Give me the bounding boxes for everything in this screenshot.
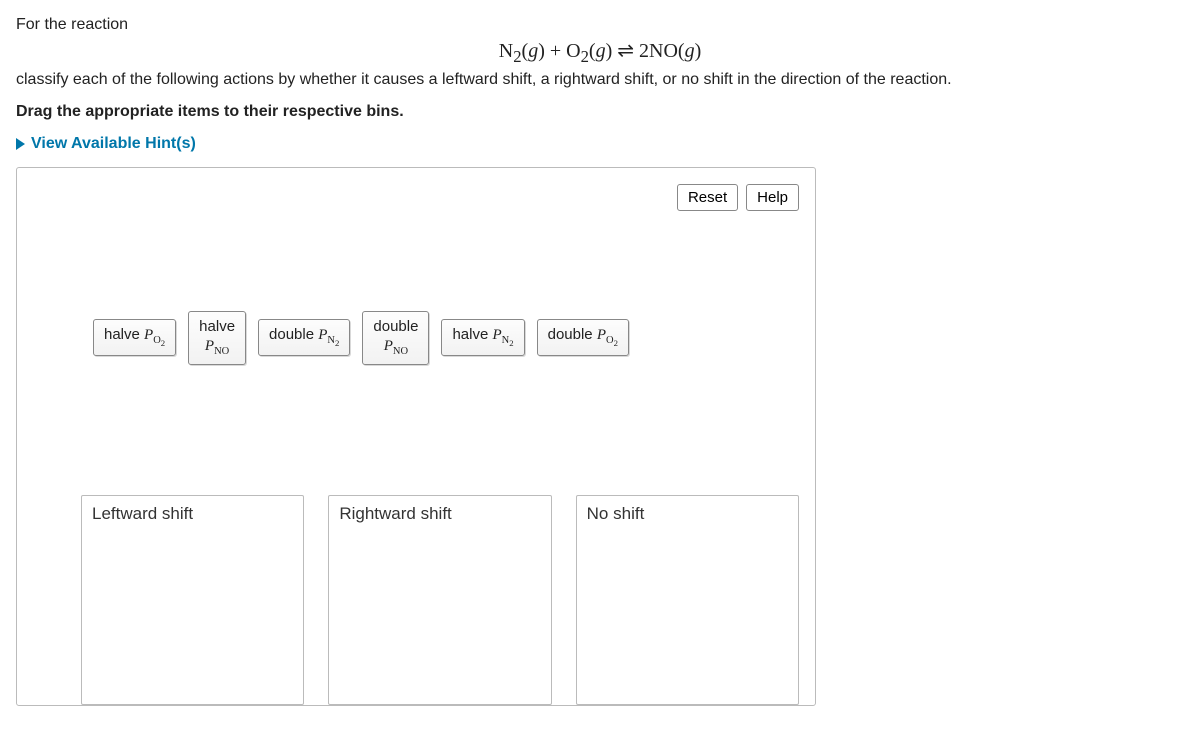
item-halve-po2[interactable]: halve PO2 — [93, 319, 176, 356]
reset-button[interactable]: Reset — [677, 184, 738, 211]
item-halve-pn2[interactable]: halve PN2 — [441, 319, 524, 356]
bin-label-rightward: Rightward shift — [329, 496, 550, 532]
item-halve-pno[interactable]: halvePNO — [188, 311, 246, 365]
drag-instruction: Drag the appropriate items to their resp… — [16, 103, 1184, 121]
bin-leftward[interactable]: Leftward shift — [81, 495, 304, 705]
chevron-right-icon — [16, 138, 25, 150]
drag-drop-workspace: Reset Help halve PO2 halvePNO double PN2… — [16, 167, 816, 706]
bins-row: Leftward shift Rightward shift No shift — [81, 495, 799, 705]
bin-label-noshift: No shift — [577, 496, 798, 532]
item-double-po2[interactable]: double PO2 — [537, 319, 629, 356]
prompt-line1: For the reaction — [16, 16, 1184, 34]
item-double-pno[interactable]: doublePNO — [362, 311, 429, 365]
help-button[interactable]: Help — [746, 184, 799, 211]
hints-link-label: View Available Hint(s) — [31, 135, 196, 153]
bin-noshift[interactable]: No shift — [576, 495, 799, 705]
bin-label-leftward: Leftward shift — [82, 496, 303, 532]
reaction-equation: N2(g) + O2(g) ⇌ 2NO(g) — [16, 38, 1184, 67]
bin-rightward[interactable]: Rightward shift — [328, 495, 551, 705]
prompt-line2: classify each of the following actions b… — [16, 71, 1184, 89]
draggable-items-row: halve PO2 halvePNO double PN2 doublePNO … — [93, 311, 799, 365]
item-double-pn2[interactable]: double PN2 — [258, 319, 350, 356]
view-hints-toggle[interactable]: View Available Hint(s) — [16, 135, 196, 153]
